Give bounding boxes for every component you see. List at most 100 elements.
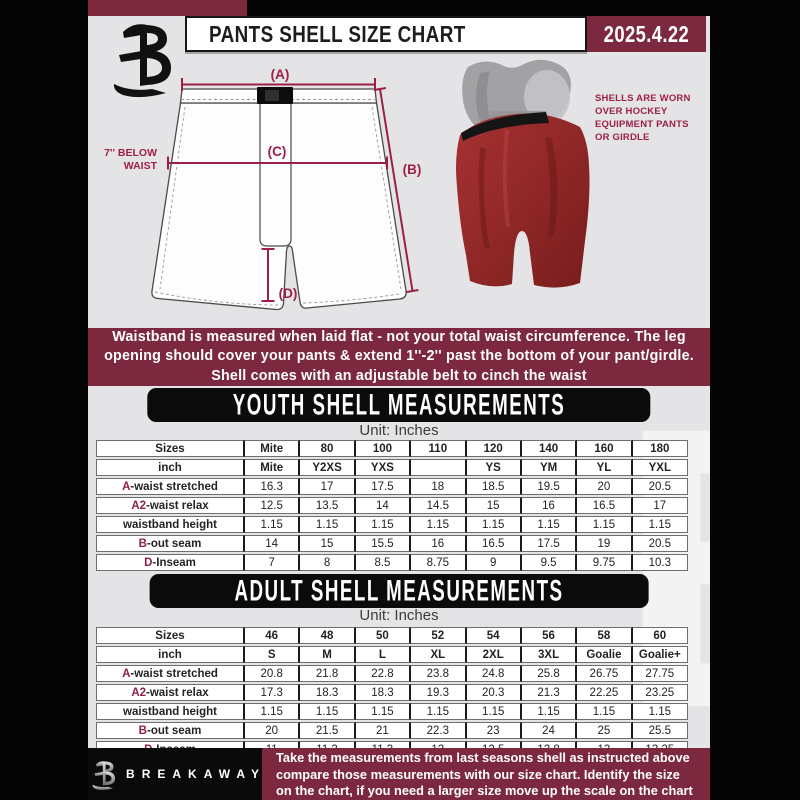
table-row: inch S M L XL 2XL 3XL Goalie Goalie+: [96, 646, 688, 663]
table-cell: 15: [300, 535, 356, 552]
table-cell: S: [245, 646, 301, 663]
adult-size-table: Sizes 46 48 50 52 54 56 58 60 inch S M L XL 2XL 3XL Goal…: [96, 625, 688, 760]
row-label-text: -Inseam: [152, 556, 196, 569]
table-row: waistband height 1.15 1.15 1.15 1.15 1.15 1.15…: [96, 703, 688, 720]
row-label-text: -waist stretched: [130, 667, 218, 680]
row-label: D-Inseam: [96, 554, 245, 571]
table-cell: 22.8: [355, 665, 412, 682]
table-row: D-Inseam 7 8 8.5 8.75 9 9.5 9.75 10.3: [96, 554, 688, 571]
breakaway-logo-icon: [110, 18, 176, 98]
row-label-text: -waist relax: [146, 499, 209, 512]
table-cell: 1.15: [355, 703, 412, 720]
row-label-text: Sizes: [155, 442, 185, 455]
table-cell: 24: [521, 722, 578, 739]
table-cell: 14.5: [411, 497, 467, 514]
table-cell: 16.3: [245, 478, 301, 495]
table-cell: 21: [355, 722, 412, 739]
caption-line: OVER HOCKEY: [595, 106, 668, 117]
row-label-text: Sizes: [155, 629, 185, 642]
top-maroon-strip: [88, 0, 247, 16]
row-label-text: waistband height: [123, 705, 217, 718]
row-label-prefix: A2: [131, 499, 147, 512]
table-cell: 18.5: [466, 478, 522, 495]
table-cell: 1.15: [411, 516, 467, 533]
red-shell-shape: [456, 112, 590, 288]
table-cell: 21.3: [521, 684, 578, 701]
table-cell: 80: [300, 440, 356, 457]
table-row: B-out seam 14 15 15.5 16 16.5 17.5 19 20.5: [96, 535, 688, 552]
row-label-prefix: B: [138, 537, 147, 550]
table-cell: 110: [411, 440, 467, 457]
row-label-prefix: D: [144, 556, 153, 569]
table-cell: 56: [521, 627, 578, 644]
table-cell: 25: [577, 722, 633, 739]
row-label-text: -out seam: [146, 537, 202, 550]
table-cell: 10.3: [632, 554, 688, 571]
table-cell: 25.8: [521, 665, 578, 682]
table-cell: YXL: [632, 459, 688, 476]
table-cell: 18.3: [355, 684, 412, 701]
table-cell: 50: [355, 627, 412, 644]
table-cell: 20.5: [632, 535, 688, 552]
table-cell: YXS: [355, 459, 412, 476]
table-cell: 20.3: [466, 684, 522, 701]
table-cell: 19: [577, 535, 633, 552]
waist-note-line2: WAIST: [124, 160, 158, 172]
table-cell: 20.8: [245, 665, 301, 682]
table-cell: 1.15: [466, 516, 522, 533]
table-cell: 21.5: [300, 722, 356, 739]
table-cell: Mite: [245, 440, 301, 457]
table-cell: 9.75: [577, 554, 633, 571]
table-cell: 24.8: [466, 665, 522, 682]
row-label: A2-waist relax: [96, 684, 245, 701]
table-cell: 20: [245, 722, 301, 739]
table-cell: 2XL: [466, 646, 522, 663]
title-bar: PANTS SHELL SIZE CHART: [185, 16, 587, 52]
table-cell: 120: [466, 440, 522, 457]
table-cell: 100: [355, 440, 412, 457]
date-badge: 2025.4.22: [587, 16, 706, 52]
table-cell: 15: [466, 497, 522, 514]
table-cell: Mite: [245, 459, 301, 476]
belt-buckle-icon: [257, 87, 293, 104]
row-label: B-out seam: [96, 722, 245, 739]
table-row: A2-waist relax 17.3 18.3 18.3 19.3 20.3 21.3 22…: [96, 684, 688, 701]
row-label-text: -waist relax: [146, 686, 209, 699]
measurement-arrows: [167, 78, 419, 302]
table-cell: 60: [632, 627, 688, 644]
table-cell: 1.15: [411, 703, 467, 720]
table-cell: 9.5: [521, 554, 578, 571]
row-label-text: inch: [158, 648, 182, 661]
row-label-prefix: A2: [131, 686, 147, 699]
table-cell: 16.5: [466, 535, 522, 552]
table-cell: 1.15: [466, 703, 522, 720]
table-cell: 25.5: [632, 722, 688, 739]
table-cell: 17.5: [355, 478, 412, 495]
table-row: B-out seam 20 21.5 21 22.3 23 24 25 25.5: [96, 722, 688, 739]
table-cell: 15.5: [355, 535, 412, 552]
row-label-text: -waist stretched: [130, 480, 218, 493]
table-cell: 17: [300, 478, 356, 495]
waist-note-line1: 7'' BELOW: [104, 147, 157, 159]
table-cell: 1.15: [245, 516, 301, 533]
table-cell: 8.5: [355, 554, 412, 571]
notice-line: Waistband is measured when laid flat - n…: [112, 329, 686, 346]
table-cell: 19.5: [521, 478, 578, 495]
table-cell: 1.15: [577, 703, 633, 720]
table-cell: 58: [577, 627, 633, 644]
table-cell: YL: [577, 459, 633, 476]
table-cell: 23.8: [411, 665, 467, 682]
row-label-prefix: A: [122, 480, 131, 493]
table-cell: 140: [521, 440, 578, 457]
table-cell: 1.15: [300, 703, 356, 720]
measurement-notice-banner: Waistband is measured when laid flat - n…: [88, 328, 710, 386]
footer-line: Take the measurements from last seasons …: [276, 750, 690, 766]
diagram-label-b: (B): [403, 162, 422, 177]
adult-heading-text: ADULT SHELL MEASUREMENTS: [234, 573, 564, 607]
table-cell: 1.15: [632, 516, 688, 533]
table-cell: 1.15: [245, 703, 301, 720]
table-cell: Y2XS: [300, 459, 356, 476]
table-cell: 16.5: [577, 497, 633, 514]
row-label: waistband height: [96, 516, 245, 533]
